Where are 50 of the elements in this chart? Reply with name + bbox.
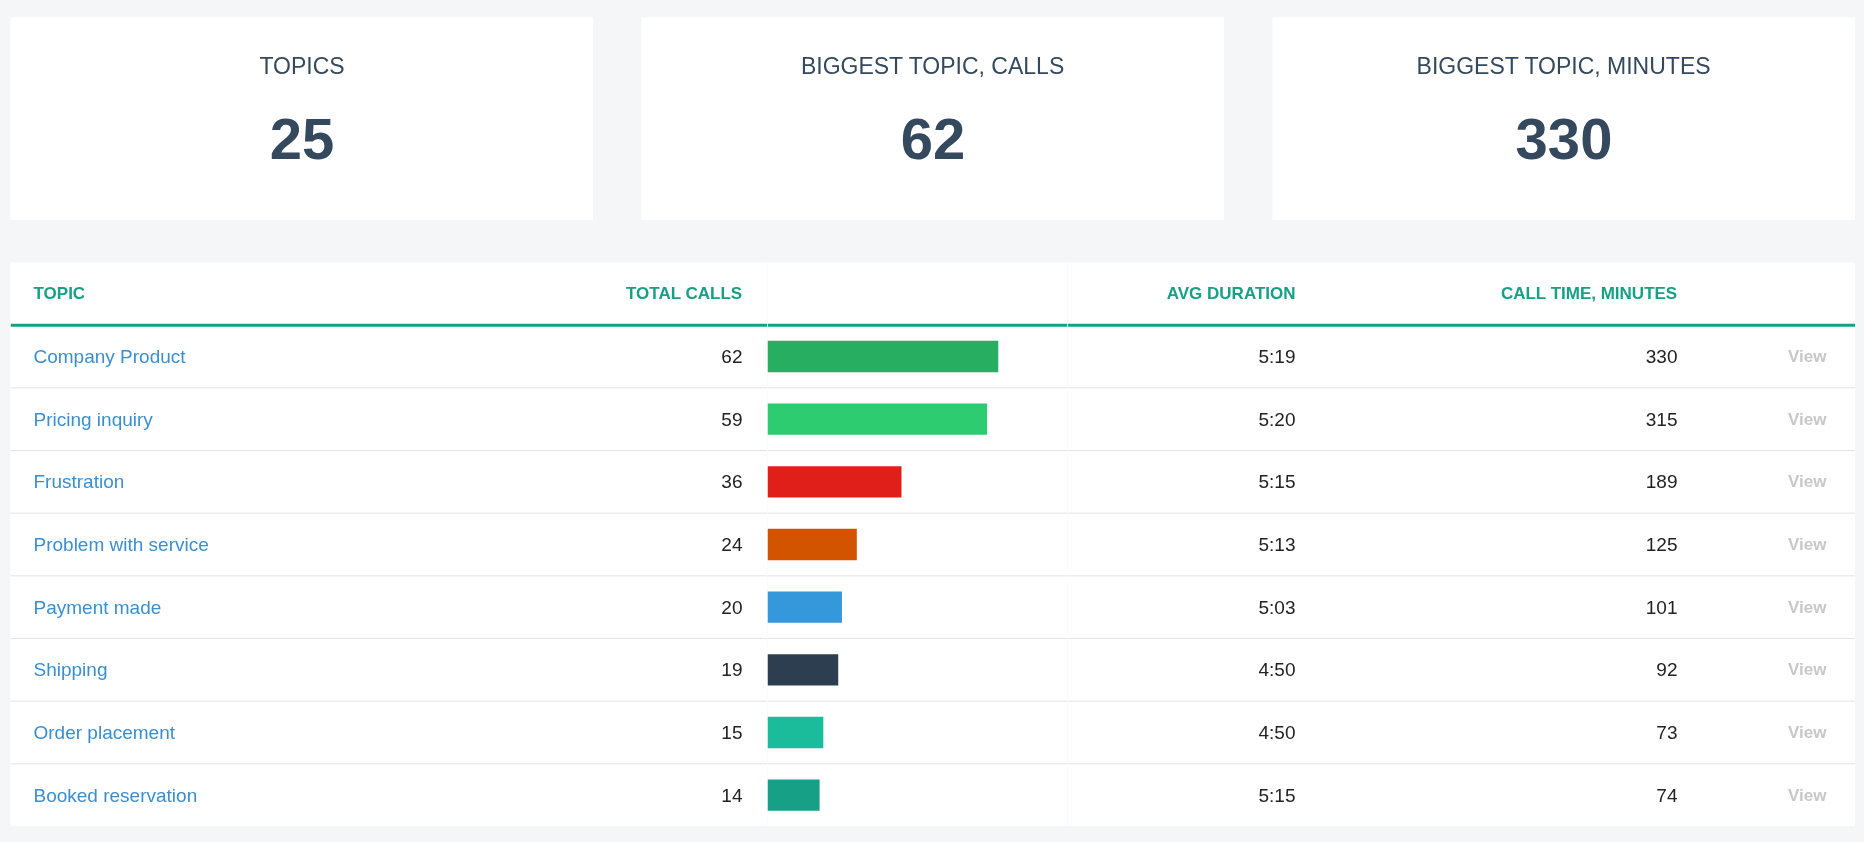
text: 189 xyxy=(1645,471,1678,493)
text: BIGGEST TOPIC, MINUTES xyxy=(1416,53,1711,80)
text: 74 xyxy=(1656,784,1678,806)
text: 315 xyxy=(1645,408,1678,430)
y-tick-label: Order placement xyxy=(33,722,176,743)
x-axis-title: TOTAL CALLS xyxy=(626,284,743,304)
text: 5:13 xyxy=(1258,534,1296,555)
data-label: 15 xyxy=(721,722,743,743)
y-tick-label: Shipping xyxy=(33,659,108,681)
text: 5:20 xyxy=(1258,408,1296,430)
text: 5:15 xyxy=(1258,784,1296,806)
text: 330 xyxy=(1645,346,1678,367)
data-label: 62 xyxy=(721,346,743,367)
bar xyxy=(767,528,857,561)
text: 101 xyxy=(1645,596,1678,618)
text: 5:19 xyxy=(1258,346,1296,367)
bar xyxy=(767,716,824,749)
y-tick-label: Company Product xyxy=(33,346,187,367)
y-tick-label: Pricing inquiry xyxy=(33,408,154,430)
bar xyxy=(767,779,820,811)
text: 25 xyxy=(269,106,335,172)
text: BIGGEST TOPIC, CALLS xyxy=(800,53,1065,80)
text: 5:03 xyxy=(1258,596,1296,618)
y-tick-label: Payment made xyxy=(33,596,162,618)
text: CALL TIME, MINUTES xyxy=(1500,284,1678,304)
text: 92 xyxy=(1656,659,1678,681)
y-tick-label: Booked reservation xyxy=(33,784,198,806)
text: 4:50 xyxy=(1258,659,1296,681)
data-label: 19 xyxy=(721,659,743,681)
data-label: 20 xyxy=(721,596,743,618)
text: TOPICS xyxy=(259,53,345,80)
data-label: 36 xyxy=(721,471,743,493)
text: 330 xyxy=(1515,106,1613,172)
text: 62 xyxy=(900,106,966,172)
data-label: 59 xyxy=(721,408,743,430)
text: 4:50 xyxy=(1258,722,1296,743)
y-tick-label: Frustration xyxy=(33,471,125,493)
y-tick-label: Problem with service xyxy=(33,534,209,555)
text: 5:15 xyxy=(1258,471,1296,493)
text: AVG DURATION xyxy=(1166,284,1296,304)
bar xyxy=(767,403,988,435)
data-label: 24 xyxy=(721,534,743,555)
y-axis-title: TOPIC xyxy=(33,284,86,304)
bar xyxy=(767,466,902,498)
text: 125 xyxy=(1645,534,1678,555)
data-label: 14 xyxy=(721,784,743,806)
bar xyxy=(767,591,842,623)
bar xyxy=(767,654,839,686)
bar xyxy=(767,340,999,373)
text: 73 xyxy=(1656,722,1678,743)
